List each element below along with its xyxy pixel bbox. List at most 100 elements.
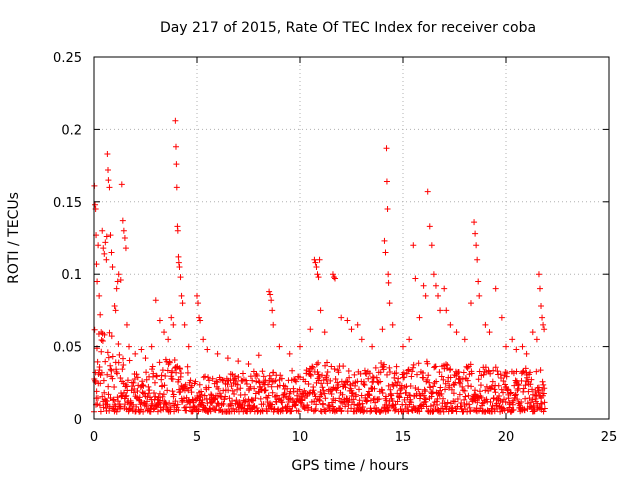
data-point (434, 407, 441, 414)
data-point (175, 253, 182, 260)
data-point (313, 263, 320, 270)
data-point (173, 184, 180, 191)
data-point (316, 396, 323, 403)
plot-frame (93, 56, 610, 420)
data-point (335, 381, 342, 388)
data-point (407, 396, 414, 403)
data-point (320, 387, 327, 394)
data-points (91, 117, 548, 415)
data-point (139, 378, 146, 385)
data-point (541, 405, 548, 412)
data-point (108, 249, 115, 256)
data-point (102, 239, 109, 246)
data-point (353, 391, 360, 398)
data-point (539, 314, 546, 321)
data-point (531, 408, 538, 415)
data-point (133, 403, 140, 410)
data-point (194, 292, 200, 299)
data-point (301, 405, 308, 412)
data-point (126, 343, 133, 350)
data-point (480, 371, 487, 378)
data-point (307, 372, 314, 379)
data-point (381, 237, 388, 244)
data-point (443, 361, 450, 368)
data-point (97, 408, 104, 415)
data-point (179, 398, 186, 405)
data-point (345, 367, 352, 374)
data-point (502, 399, 509, 406)
data-point (500, 378, 507, 385)
data-point (503, 343, 509, 350)
data-point (311, 256, 318, 263)
data-point (509, 336, 516, 343)
data-point (100, 245, 107, 252)
data-point (245, 360, 252, 367)
data-point (270, 321, 277, 328)
data-point (162, 372, 169, 379)
data-point (333, 387, 340, 394)
data-point (372, 364, 379, 371)
y-tick-label: 0.1 (61, 268, 82, 283)
data-point (177, 365, 184, 372)
data-point (363, 398, 370, 405)
data-point (371, 385, 378, 392)
data-point (168, 314, 175, 321)
data-point (99, 227, 106, 234)
data-point (504, 387, 511, 394)
data-point (172, 398, 179, 405)
data-point (505, 395, 512, 402)
data-point (421, 386, 428, 393)
data-point (459, 376, 466, 383)
data-point (400, 343, 406, 350)
x-tick-label: 25 (601, 430, 618, 445)
data-point (214, 400, 221, 407)
data-point (139, 389, 146, 396)
data-point (430, 271, 437, 278)
data-point (224, 381, 231, 388)
data-point (92, 201, 99, 208)
data-point (512, 392, 519, 399)
data-point (522, 365, 529, 372)
data-point (206, 377, 213, 384)
data-point (540, 381, 547, 388)
data-point (91, 326, 98, 333)
data-point (173, 161, 180, 168)
data-point (288, 407, 295, 414)
data-point (102, 358, 109, 365)
data-point (444, 399, 451, 406)
data-point (94, 401, 101, 408)
data-point (113, 285, 120, 292)
data-point (148, 405, 155, 412)
chart-title: Day 217 of 2015, Rate Of TEC Index for r… (160, 20, 536, 36)
data-point (369, 343, 376, 350)
data-point (410, 242, 417, 249)
data-point (428, 390, 435, 397)
data-point (142, 355, 149, 362)
data-point (441, 400, 448, 407)
data-point (97, 311, 104, 318)
data-point (467, 408, 474, 415)
data-point (465, 382, 472, 389)
data-point (175, 259, 182, 266)
data-point (117, 405, 124, 412)
data-point (412, 275, 419, 282)
data-point (379, 389, 386, 396)
data-point (406, 336, 413, 343)
data-point (96, 363, 103, 370)
data-point (160, 391, 167, 398)
data-point (266, 372, 273, 379)
data-point (342, 403, 349, 410)
data-point (139, 382, 146, 389)
data-point (250, 404, 257, 411)
data-point (332, 375, 339, 382)
data-point (492, 389, 499, 396)
data-point (315, 359, 322, 366)
data-point (321, 390, 328, 397)
data-point (309, 364, 316, 371)
data-point (524, 400, 531, 407)
data-point (498, 314, 505, 321)
data-point (269, 389, 276, 396)
data-point (420, 374, 427, 381)
data-point (164, 387, 171, 394)
data-point (101, 331, 108, 338)
